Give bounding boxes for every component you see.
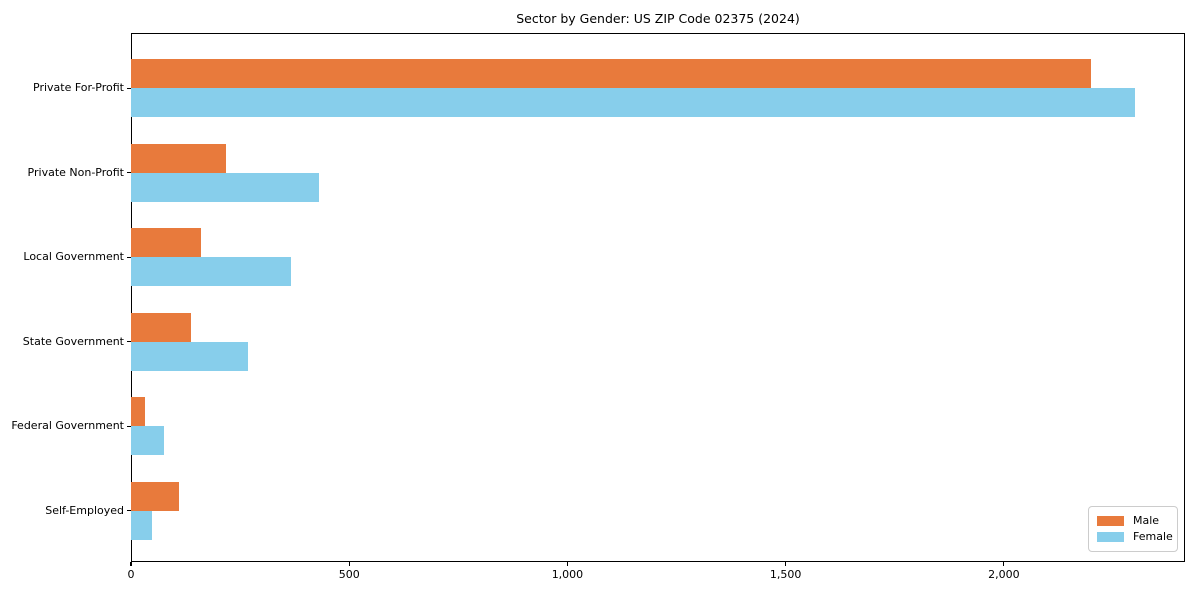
y-tick-mark bbox=[127, 425, 131, 427]
x-tick-label: 0 bbox=[127, 568, 135, 581]
bar-female-2 bbox=[131, 257, 291, 286]
y-tick-mark bbox=[127, 87, 131, 89]
male-color-swatch bbox=[1097, 516, 1124, 526]
x-tick-mark bbox=[566, 562, 569, 566]
x-tick-mark bbox=[1003, 562, 1005, 566]
bar-male-3 bbox=[131, 312, 191, 342]
y-tick-label: State Government bbox=[22, 334, 124, 348]
legend: Male Female bbox=[1088, 506, 1178, 552]
bar-male-0 bbox=[131, 59, 1092, 88]
bar-female-0 bbox=[131, 88, 1135, 117]
legend-item-female: Female bbox=[1097, 529, 1177, 545]
y-tick-label: Federal Government bbox=[11, 419, 124, 432]
chart-title: Sector by Gender: US ZIP Code 02375 (202… bbox=[516, 11, 800, 26]
y-tick-label: Local Government bbox=[23, 250, 124, 263]
x-tick-mark bbox=[348, 562, 350, 566]
x-tick-mark bbox=[785, 562, 787, 566]
bar-male-1 bbox=[131, 143, 227, 173]
female-color-swatch bbox=[1097, 532, 1124, 542]
bar-female-3 bbox=[131, 341, 248, 371]
legend-item-male: Male bbox=[1097, 513, 1177, 529]
plot-area bbox=[131, 33, 1185, 562]
legend-label-female: Female bbox=[1133, 530, 1173, 543]
x-tick-label: 500 bbox=[338, 568, 360, 581]
x-tick-label: 1,000 bbox=[551, 568, 584, 581]
y-tick-label: Private For-Profit bbox=[33, 81, 124, 94]
x-tick-label: 2,000 bbox=[988, 568, 1020, 581]
bar-male-4 bbox=[131, 397, 145, 426]
bar-male-2 bbox=[131, 228, 201, 257]
y-tick-label: Private Non-Profit bbox=[27, 165, 124, 179]
bar-female-1 bbox=[131, 172, 319, 202]
x-tick-label: 1,500 bbox=[769, 568, 802, 581]
bar-male-5 bbox=[131, 481, 179, 511]
y-tick-mark bbox=[127, 510, 131, 512]
x-tick-mark bbox=[130, 562, 132, 566]
legend-label-male: Male bbox=[1133, 514, 1160, 527]
y-tick-mark bbox=[127, 256, 131, 258]
y-tick-label: Self-Employed bbox=[45, 503, 124, 517]
bar-female-4 bbox=[131, 426, 164, 455]
y-tick-mark bbox=[127, 172, 131, 174]
bar-female-5 bbox=[131, 510, 152, 540]
y-tick-mark bbox=[127, 341, 131, 343]
